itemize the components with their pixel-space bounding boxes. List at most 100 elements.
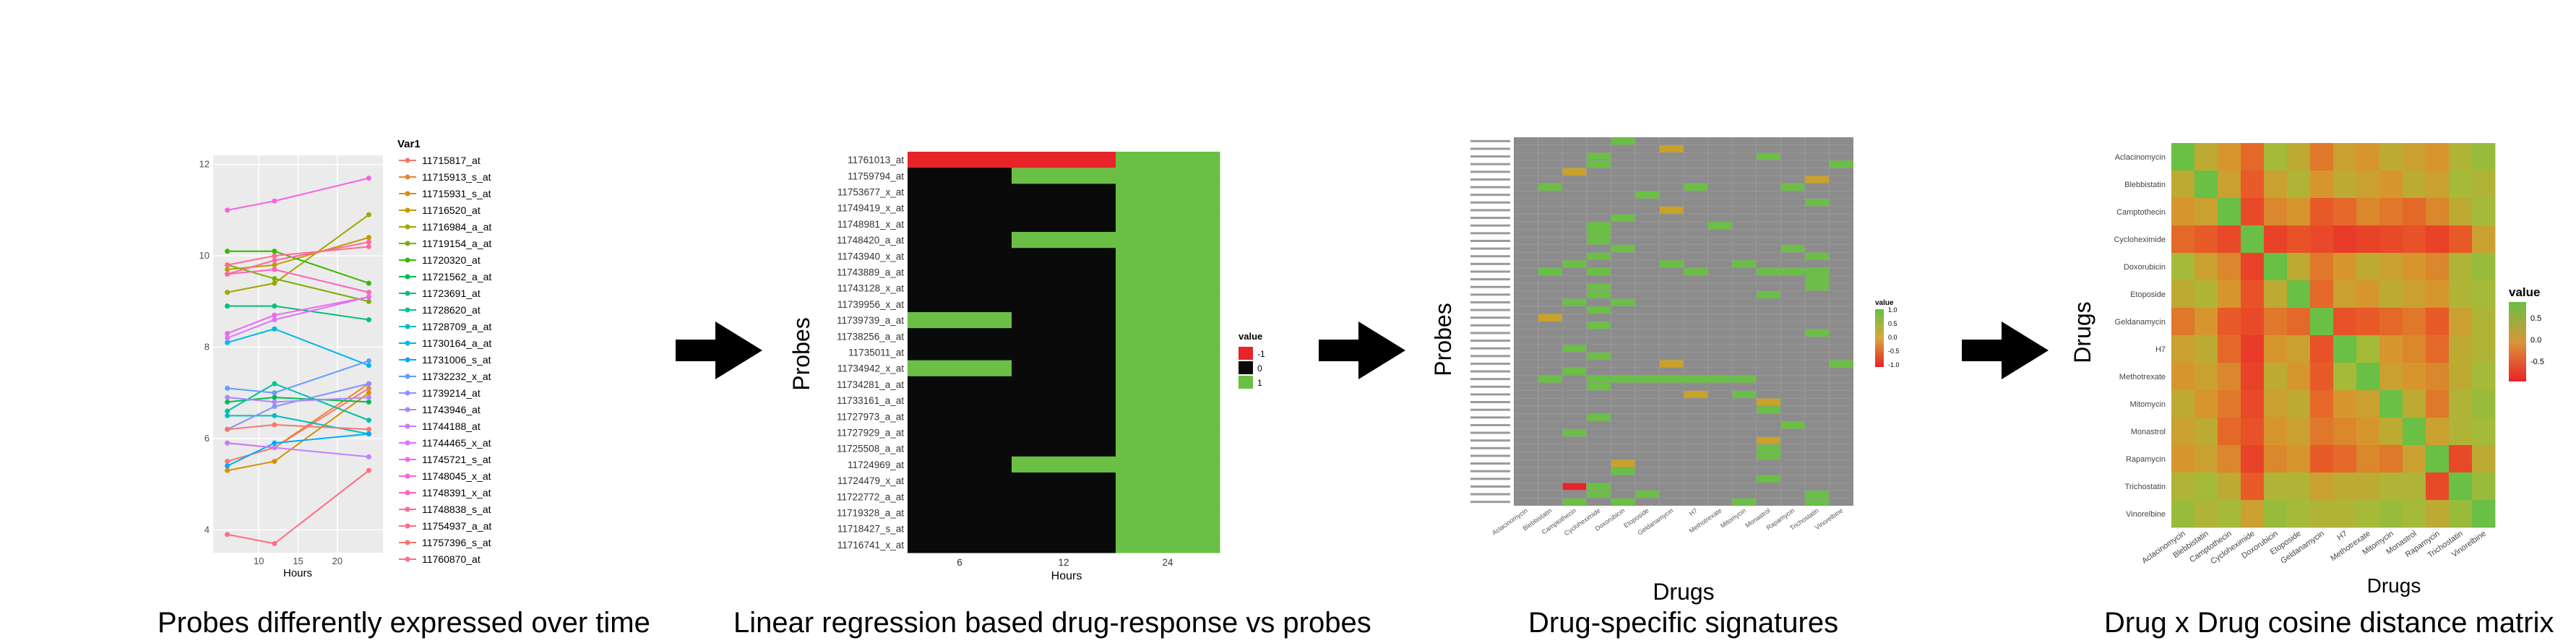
data-point: [366, 235, 371, 241]
heatmap-cell: [1116, 456, 1220, 473]
matrix-cell: [2194, 445, 2218, 473]
x-tick-label: 15: [293, 556, 303, 566]
matrix-cell: [2472, 143, 2496, 171]
data-point: [272, 540, 277, 546]
heatmap-cell: [1116, 264, 1220, 281]
heatmap-cell: [908, 312, 1012, 329]
heatmap-cell: [908, 295, 1012, 313]
data-point: [366, 280, 371, 286]
row-label-stub: [1470, 408, 1510, 411]
legend-label: 1: [1257, 378, 1262, 388]
heatmap-cell: [1116, 295, 1220, 313]
matrix-cell: [2449, 390, 2473, 418]
matrix-cell: [2426, 280, 2450, 308]
heatmap-cell: [1562, 345, 1587, 352]
row-label: Rapamycin: [2126, 455, 2166, 464]
row-label: 11722772_a_at: [837, 491, 904, 502]
matrix-cell: [2241, 418, 2265, 446]
data-point: [272, 253, 277, 259]
matrix-cell: [2379, 253, 2403, 281]
legend-tick-label: 1.0: [1888, 306, 1897, 314]
row-label-stub: [1470, 147, 1510, 150]
heatmap-cell: [1012, 520, 1116, 538]
matrix-cell: [2287, 308, 2311, 336]
column-label: H7: [2335, 530, 2348, 543]
legend-label: 11720320_at: [422, 254, 481, 266]
matrix-cell: [2171, 253, 2195, 281]
row-label-stub: [1470, 416, 1510, 419]
row-label: 11735011_at: [848, 348, 904, 358]
matrix-cell: [2449, 253, 2473, 281]
matrix-cell: [2171, 225, 2195, 254]
matrix-cell: [2218, 225, 2241, 254]
matrix-cell: [2241, 253, 2265, 281]
caption-probes-over-time: Probes differently expressed over time: [158, 607, 650, 639]
matrix-cell: [2287, 280, 2311, 308]
matrix-cell: [2379, 335, 2403, 363]
legend-label: 11754937_a_at: [422, 520, 491, 532]
heatmap-cell: [908, 376, 1012, 393]
y-tick-label: 8: [204, 342, 210, 353]
heatmap-cell: [1635, 191, 1659, 199]
heatmap-cell: [1116, 168, 1220, 184]
heatmap-cell: [1757, 452, 1780, 459]
legend-key-point: [405, 506, 410, 512]
data-point: [366, 363, 371, 368]
heatmap-cell: [1012, 184, 1116, 201]
heatmap-cell: [1805, 498, 1829, 506]
matrix-cell: [2379, 280, 2403, 308]
x-axis-label: Drugs: [2367, 574, 2421, 597]
matrix-cell: [2356, 390, 2380, 418]
matrix-cell: [2218, 472, 2241, 501]
heatmap-cell: [908, 360, 1012, 377]
legend-colorbar: [2509, 302, 2526, 381]
legend-key-point: [405, 423, 410, 429]
heatmap-cell: [1116, 440, 1220, 457]
data-point: [272, 312, 277, 318]
row-label-stub: [1470, 285, 1510, 288]
row-label: 11749419_x_at: [837, 203, 904, 214]
heatmap-cell: [1012, 215, 1116, 233]
heatmap-cell: [1012, 392, 1116, 409]
matrix-cell: [2287, 500, 2311, 528]
heatmap-cell: [1538, 184, 1562, 191]
matrix-cell: [2379, 418, 2403, 446]
heatmap-cell: [1562, 483, 1587, 491]
legend-label: 11715817_at: [422, 155, 481, 166]
matrix-cell: [2218, 390, 2241, 418]
row-label: 11724969_at: [848, 459, 904, 470]
heatmap-cell: [1116, 328, 1220, 345]
matrix-cell: [2264, 198, 2288, 226]
heatmap-cell: [1611, 467, 1635, 475]
data-point: [272, 257, 277, 263]
matrix-cell: [2356, 225, 2380, 254]
data-point: [272, 317, 277, 323]
heatmap-cell: [1587, 283, 1611, 290]
matrix-cell: [2310, 472, 2334, 501]
matrix-cell: [2287, 418, 2311, 446]
heatmap-cell: [1587, 291, 1611, 298]
matrix-cell: [2310, 280, 2334, 308]
heatmap-cell: [1562, 260, 1587, 268]
heatmap-cell: [1611, 459, 1635, 467]
heatmap-cell: [908, 328, 1012, 345]
y-tick-label: 10: [199, 250, 210, 261]
heatmap-cell: [1012, 504, 1116, 522]
heatmap-cell: [1012, 440, 1116, 457]
data-point: [225, 463, 231, 469]
x-axis-label: Hours: [1051, 570, 1082, 582]
data-point: [225, 207, 231, 213]
y-tick-label: 4: [204, 524, 210, 535]
heatmap-cell: [1757, 436, 1780, 444]
matrix-cell: [2287, 363, 2311, 391]
matrix-cell: [2310, 390, 2334, 418]
data-point: [225, 249, 231, 254]
heatmap-cell: [1757, 268, 1780, 275]
matrix-cell: [2403, 171, 2426, 199]
matrix-cell: [2449, 500, 2473, 528]
matrix-cell: [2171, 445, 2195, 473]
matrix-cell: [2194, 500, 2218, 528]
heatmap-cell: [1829, 160, 1853, 168]
row-label-stub: [1470, 378, 1510, 381]
matrix-cell: [2264, 308, 2288, 336]
